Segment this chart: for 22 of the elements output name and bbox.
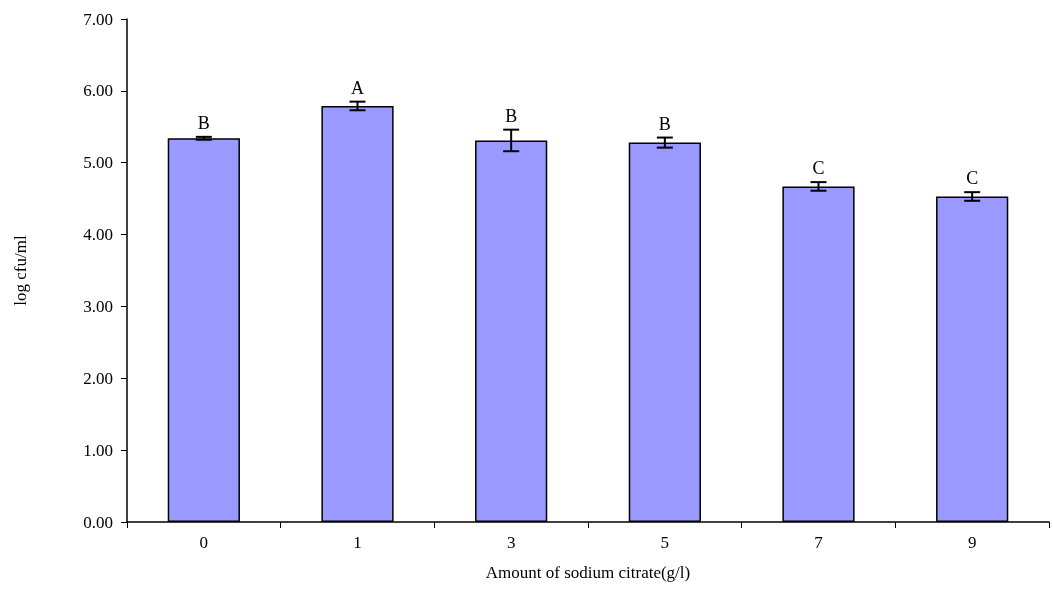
x-tick-label: 9 [967, 533, 977, 552]
annotation: C [812, 158, 825, 179]
y-tick-label: 7.00 [83, 9, 113, 29]
annotation: B [658, 113, 671, 134]
x-tick-label: 5 [660, 533, 670, 552]
annotation: C [966, 168, 979, 189]
y-tick-label: 3.00 [83, 296, 113, 316]
annotation: A [351, 77, 364, 98]
y-tick-label: 1.00 [83, 440, 113, 460]
y-tick-label: 0.00 [83, 512, 113, 532]
annotation: B [197, 112, 210, 133]
y-tick-label: 4.00 [83, 225, 113, 245]
annotation: B [505, 105, 518, 126]
x-axis-title: Amount of sodium citrate(g/l) [485, 563, 691, 582]
y-tick-label: 6.00 [83, 81, 113, 101]
y-axis-title: log cfu/ml [11, 235, 30, 306]
x-tick-label: 7 [814, 533, 824, 552]
x-tick-label: 1 [353, 533, 362, 552]
y-tick-label: 5.00 [83, 153, 113, 173]
x-tick-label: 0 [199, 533, 209, 552]
y-tick-label: 2.00 [83, 368, 113, 388]
x-tick-label: 3 [506, 533, 516, 552]
